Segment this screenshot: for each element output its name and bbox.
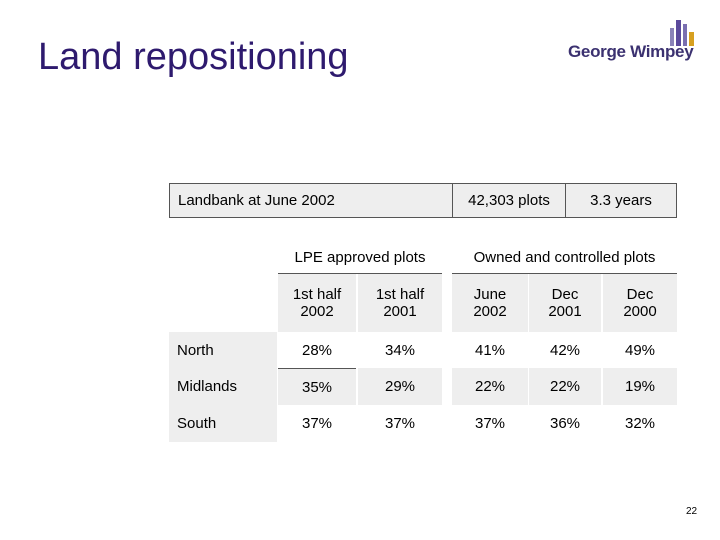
table-cell: 41% [452, 332, 528, 368]
logo-text: George Wimpey [568, 42, 694, 61]
slide-title: Land repositioning [38, 36, 349, 78]
column-header-line: Dec [551, 286, 579, 303]
landbank-label: Landbank at June 2002 [169, 183, 453, 218]
table-cell: 35% [278, 368, 356, 405]
column-header: 1st half 2001 [358, 274, 442, 332]
table-cell: 37% [452, 405, 528, 442]
column-header-line: Dec [626, 286, 654, 303]
column-header-line: 2001 [383, 303, 417, 320]
table-cell: 19% [603, 368, 677, 405]
george-wimpey-logo: George Wimpey [568, 18, 698, 70]
column-header-line: 2000 [623, 303, 657, 320]
column-header: Dec 2000 [603, 274, 677, 332]
landbank-years: 3.3 years [565, 183, 677, 218]
table-cell: 37% [358, 405, 442, 442]
column-header-line: 1st half [375, 286, 425, 303]
landbank-plots: 42,303 plots [452, 183, 566, 218]
table-cell: 49% [603, 332, 677, 368]
table-cell: 32% [603, 405, 677, 442]
row-label-north: North [169, 332, 277, 368]
table-cell: 37% [278, 405, 356, 442]
group-header-owned: Owned and controlled plots [452, 242, 677, 274]
page-number: 22 [686, 506, 698, 517]
table-cell: 42% [529, 332, 601, 368]
column-header-line: 2002 [300, 303, 334, 320]
table-cell: 22% [529, 368, 601, 405]
table-cell: 29% [358, 368, 442, 405]
column-header: June 2002 [452, 274, 528, 332]
row-label-midlands: Midlands [169, 368, 277, 405]
table-cell: 22% [452, 368, 528, 405]
column-header: Dec 2001 [529, 274, 601, 332]
logo-bars-icon [670, 20, 694, 46]
table-cell: 34% [358, 332, 442, 368]
column-header: 1st half 2002 [278, 274, 356, 332]
row-label-south: South [169, 405, 277, 442]
column-header-line: 2001 [548, 303, 582, 320]
column-header-line: 2002 [473, 303, 507, 320]
table-cell: 36% [529, 405, 601, 442]
group-header-lpe: LPE approved plots [278, 242, 442, 274]
column-header-line: 1st half [292, 286, 342, 303]
table-cell: 28% [278, 332, 356, 368]
column-header-line: June [473, 286, 507, 303]
